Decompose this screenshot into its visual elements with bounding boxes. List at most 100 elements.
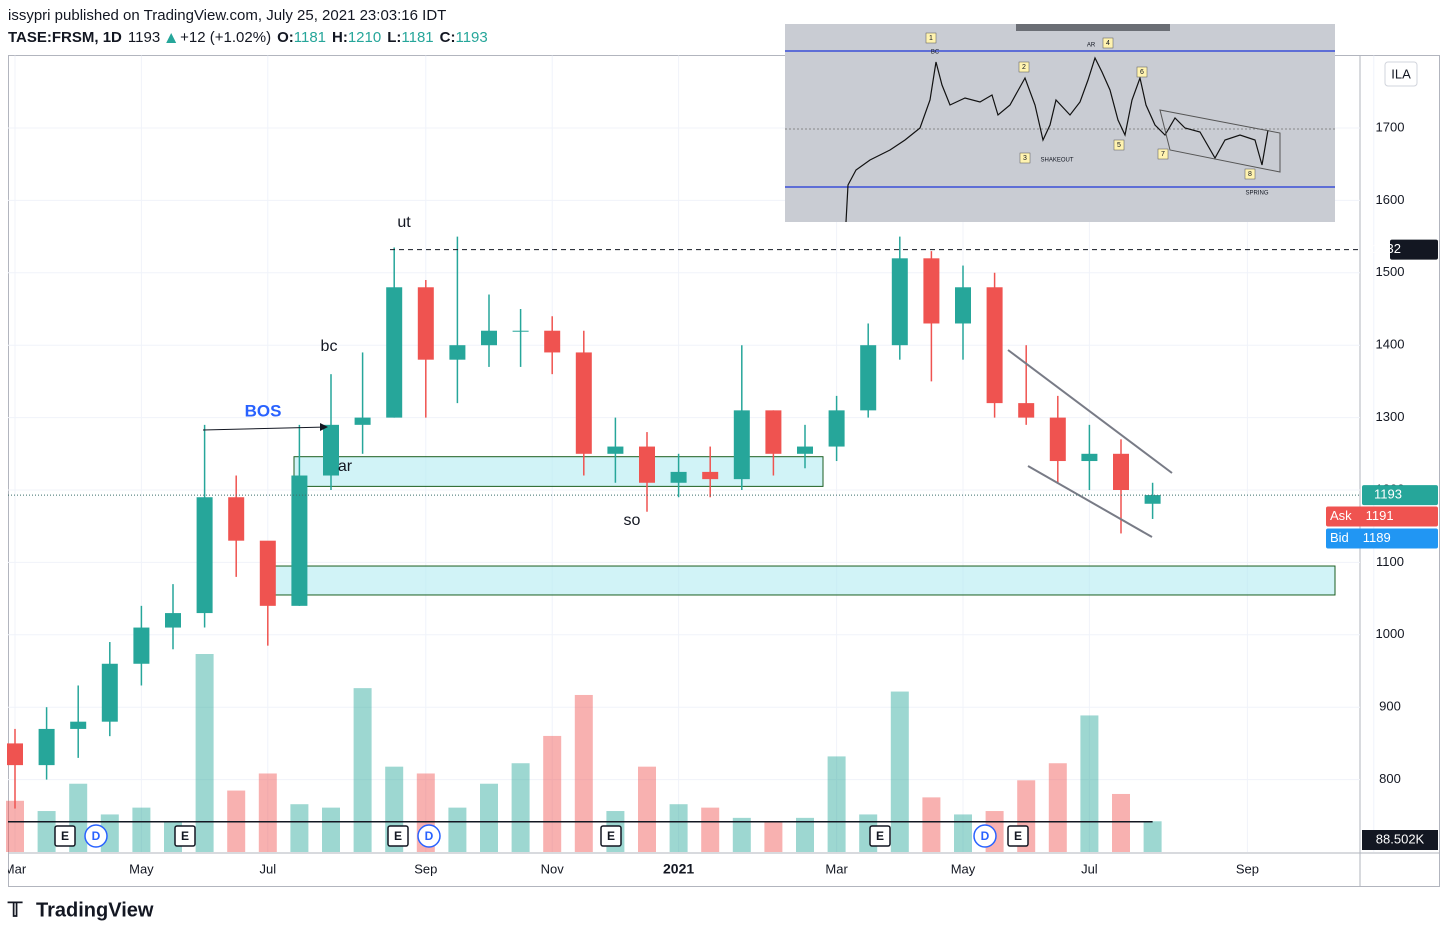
inset-label-box — [1019, 152, 1031, 164]
last-price-tag-text: 1193 — [1374, 487, 1402, 502]
volume-bar — [1080, 715, 1099, 852]
level-tag — [1390, 239, 1438, 260]
inset-channel — [1159, 109, 1281, 173]
y-tick-label: 900 — [1379, 699, 1401, 714]
event-dividend — [84, 824, 108, 848]
x-tick-label: Mar — [825, 861, 848, 876]
quote-text: 1193 — [128, 29, 160, 46]
inset-label: 7 — [1161, 151, 1165, 158]
event-label: E — [876, 829, 884, 843]
ask-tag — [1326, 506, 1438, 527]
volume-bar — [353, 688, 372, 852]
x-tick-label: May — [951, 861, 976, 876]
y-tick-label: 1000 — [1376, 626, 1405, 641]
event-earnings — [1007, 825, 1029, 847]
quote-text: 1193 — [455, 29, 487, 46]
inset-bg — [785, 24, 1335, 222]
candle-body — [228, 497, 245, 541]
inset-price — [845, 56, 1269, 223]
candle-body — [923, 258, 940, 324]
candle-body — [101, 663, 118, 722]
inset-toolbar — [1016, 24, 1170, 31]
ask-tag-text: 1191 — [1366, 508, 1394, 523]
y-tick-label: 1300 — [1376, 409, 1405, 424]
inset-label: 1 — [929, 35, 933, 42]
inset-label: SPRING — [1245, 191, 1268, 197]
inset-label: 2 — [1022, 64, 1026, 71]
candle-body — [1018, 403, 1035, 418]
annotation: ar — [338, 458, 353, 475]
volume-bar — [258, 773, 277, 852]
candle-body — [702, 471, 719, 480]
candle-body — [165, 613, 181, 628]
candle-body — [196, 497, 213, 614]
volume-bar — [195, 654, 214, 852]
event-earnings — [869, 825, 891, 847]
volume-bar — [290, 804, 309, 852]
annotation: bc — [321, 338, 338, 355]
volume-bar — [954, 814, 972, 852]
inset-label-box — [1102, 37, 1114, 49]
ask-tag-text: Ask — [1330, 508, 1352, 523]
publish-info: issypri published on TradingView.com, Ju… — [8, 7, 446, 24]
annotation: ut — [397, 214, 411, 231]
event-dividend — [973, 824, 997, 848]
event-label: E — [181, 829, 189, 843]
y-tick-label: 1400 — [1376, 337, 1405, 352]
candle-body — [607, 446, 624, 454]
quote-line: TASE:FRSM, 1D 1193 +12 (+1.02%) O: 1181 H: 121… — [8, 29, 488, 46]
y-tick-label: 1500 — [1376, 264, 1405, 279]
candle-body — [765, 410, 782, 454]
channel-upper — [1007, 349, 1173, 474]
candle-body — [986, 287, 1003, 404]
channel-lower — [1027, 465, 1153, 538]
inset-label: 4 — [1106, 40, 1110, 47]
y-tick-label: 1600 — [1376, 192, 1405, 207]
volume-bar — [1143, 821, 1162, 852]
inset-label: 3 — [1023, 155, 1027, 162]
inset-image — [785, 24, 1335, 223]
candle-body — [797, 446, 813, 454]
event-label: E — [394, 829, 402, 843]
volume-bar — [543, 735, 562, 852]
volume-bar — [638, 766, 656, 852]
bos-line — [202, 426, 328, 431]
candle-body — [70, 721, 87, 729]
event-label: E — [61, 829, 69, 843]
volume-bar — [480, 783, 498, 852]
annotation: BOS — [245, 401, 282, 420]
volume-bar — [1112, 793, 1130, 852]
y-tick-label: 1700 — [1376, 119, 1405, 134]
candle-body — [860, 345, 877, 411]
currency-badge — [1384, 61, 1418, 87]
quote-text: 1210 — [348, 29, 381, 46]
volume-bar — [6, 800, 24, 852]
volume-bar — [922, 797, 941, 852]
candle-body — [828, 410, 845, 447]
candle-body — [259, 540, 276, 606]
candle-body — [1144, 495, 1161, 504]
inset-label-box — [925, 32, 937, 44]
candle-body — [733, 410, 750, 480]
x-tick-label: 2021 — [663, 861, 694, 877]
inset-label-box — [1018, 61, 1030, 73]
inset-label: BC — [931, 50, 940, 56]
quote-text: H: — [332, 29, 348, 46]
candle-body — [512, 330, 529, 332]
y-tick-label: 800 — [1379, 771, 1401, 786]
volume-bar — [1048, 763, 1067, 852]
x-tick-label: Sep — [1236, 861, 1259, 876]
volume-bar — [511, 763, 530, 852]
x-tick-label: Jul — [1081, 861, 1098, 876]
event-label: E — [607, 829, 615, 843]
quote-text: 1181 — [294, 29, 326, 46]
candle-body — [955, 287, 971, 324]
volume-bar — [132, 807, 151, 852]
candle-body — [386, 287, 403, 418]
brand: TradingView — [36, 899, 154, 921]
inset-label: AR — [1087, 43, 1096, 49]
chart-frame — [8, 55, 1440, 887]
volume-ma-tag — [1362, 830, 1438, 850]
volume-bar — [890, 691, 909, 852]
quote-text: +12 (+1.02%) — [180, 29, 271, 46]
